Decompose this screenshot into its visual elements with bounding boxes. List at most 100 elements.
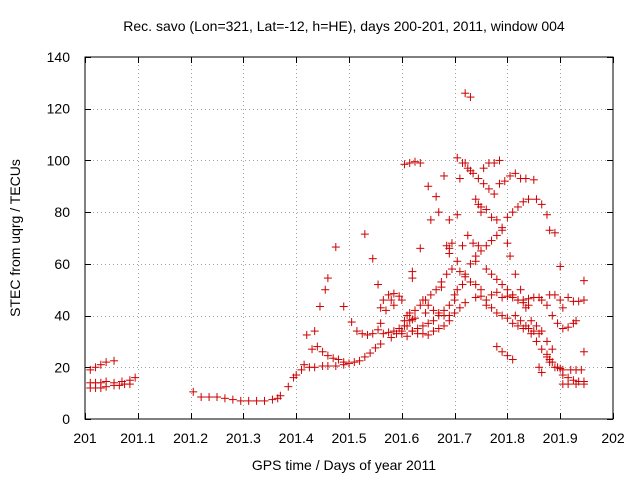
y-tick-label: 20 bbox=[54, 359, 70, 375]
data-point bbox=[447, 265, 456, 274]
data-point bbox=[492, 231, 501, 240]
data-point bbox=[450, 308, 459, 317]
data-point bbox=[461, 159, 470, 168]
data-point bbox=[527, 316, 536, 325]
data-point bbox=[564, 380, 573, 389]
data-point bbox=[292, 371, 301, 380]
data-point bbox=[403, 321, 412, 330]
x-tick-label: 201.6 bbox=[384, 430, 419, 446]
data-point bbox=[532, 195, 541, 204]
data-point bbox=[205, 393, 214, 402]
data-point bbox=[579, 276, 588, 285]
data-point bbox=[498, 280, 507, 289]
data-point bbox=[521, 303, 530, 312]
data-point bbox=[424, 330, 433, 339]
data-point bbox=[506, 252, 515, 261]
data-point bbox=[86, 365, 95, 374]
data-point bbox=[492, 342, 501, 351]
data-point bbox=[379, 296, 388, 305]
y-tick-label: 140 bbox=[47, 49, 71, 65]
data-point bbox=[521, 321, 530, 330]
data-point bbox=[397, 296, 406, 305]
data-point bbox=[310, 327, 319, 336]
data-point bbox=[477, 292, 485, 301]
data-point bbox=[492, 308, 501, 317]
data-point bbox=[548, 311, 557, 320]
data-point bbox=[440, 321, 449, 330]
data-point bbox=[384, 290, 393, 299]
data-point bbox=[213, 393, 221, 402]
data-point bbox=[408, 327, 417, 336]
data-point bbox=[220, 394, 229, 403]
data-point bbox=[511, 169, 520, 178]
data-point bbox=[487, 290, 496, 299]
data-point bbox=[434, 208, 443, 217]
data-point bbox=[453, 153, 462, 162]
data-point bbox=[487, 303, 496, 312]
data-point bbox=[458, 280, 467, 289]
x-tick-label: 201.2 bbox=[173, 430, 208, 446]
x-tick-label: 201.3 bbox=[226, 430, 261, 446]
data-point bbox=[492, 275, 501, 284]
data-point bbox=[455, 174, 464, 183]
data-point bbox=[197, 393, 206, 402]
data-point bbox=[331, 361, 340, 370]
data-point bbox=[416, 244, 425, 253]
data-point bbox=[453, 210, 462, 219]
data-point bbox=[550, 228, 559, 237]
data-point bbox=[482, 301, 491, 310]
data-point bbox=[463, 231, 472, 240]
data-point bbox=[490, 159, 499, 168]
data-point bbox=[363, 330, 372, 339]
data-point bbox=[125, 380, 134, 389]
data-point bbox=[376, 303, 385, 312]
data-point bbox=[376, 340, 385, 349]
y-axis-label: STEC from uqrg / TECUs bbox=[7, 159, 23, 317]
data-point bbox=[471, 195, 480, 204]
data-point bbox=[482, 205, 491, 214]
data-point bbox=[474, 241, 483, 250]
y-tick-label: 40 bbox=[54, 308, 70, 324]
data-point bbox=[492, 215, 501, 224]
data-point bbox=[408, 267, 417, 276]
data-point bbox=[524, 195, 533, 204]
data-point bbox=[400, 160, 409, 169]
data-point bbox=[556, 262, 565, 271]
data-point bbox=[102, 358, 111, 367]
data-point bbox=[268, 395, 277, 404]
data-point bbox=[453, 285, 462, 294]
data-point bbox=[466, 259, 475, 268]
data-point bbox=[387, 333, 396, 342]
data-point bbox=[537, 327, 546, 336]
data-point bbox=[321, 285, 330, 294]
data-point bbox=[495, 179, 504, 188]
data-point bbox=[416, 159, 425, 168]
data-point bbox=[308, 345, 317, 354]
data-point bbox=[558, 371, 567, 380]
data-point bbox=[96, 383, 105, 392]
data-point bbox=[466, 277, 475, 286]
data-point bbox=[577, 365, 586, 374]
data-point bbox=[334, 355, 343, 364]
data-point bbox=[102, 382, 111, 391]
data-point bbox=[345, 359, 353, 368]
data-point bbox=[368, 254, 377, 263]
data-point bbox=[482, 241, 491, 250]
data-point bbox=[331, 243, 340, 252]
data-point bbox=[252, 396, 261, 405]
data-point bbox=[492, 288, 501, 297]
data-point bbox=[445, 215, 454, 224]
data-point bbox=[548, 345, 557, 354]
data-point bbox=[498, 223, 507, 232]
data-point bbox=[376, 319, 385, 328]
data-point bbox=[453, 257, 462, 266]
data-point bbox=[302, 330, 311, 339]
data-point bbox=[513, 321, 522, 330]
x-tick-label: 201.8 bbox=[490, 430, 525, 446]
data-point bbox=[458, 241, 467, 250]
data-point bbox=[424, 301, 433, 310]
data-point bbox=[474, 174, 483, 183]
data-point bbox=[310, 363, 319, 372]
x-tick-label: 201.4 bbox=[279, 430, 314, 446]
